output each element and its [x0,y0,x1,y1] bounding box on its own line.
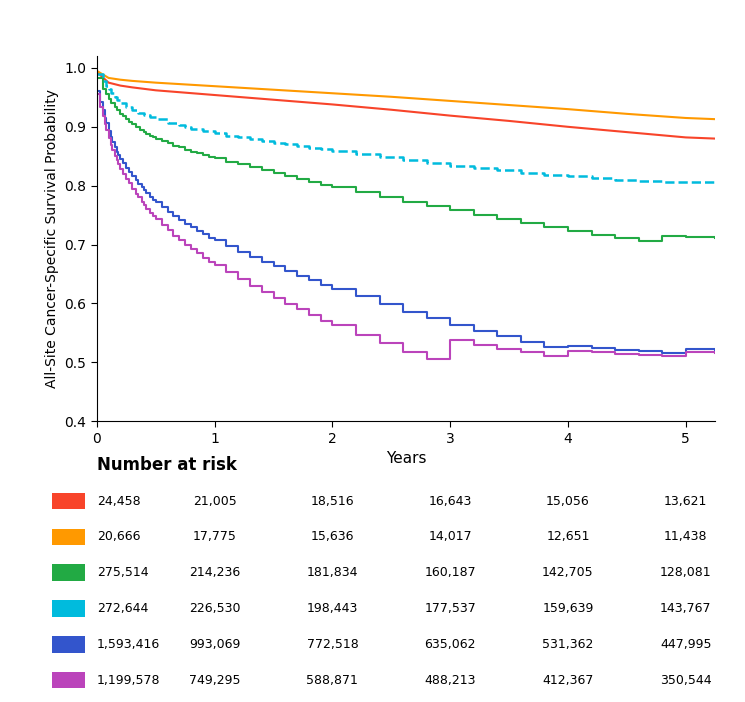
Text: 159,639: 159,639 [542,602,594,615]
Text: 14,017: 14,017 [428,530,472,543]
Text: 16,643: 16,643 [428,494,472,508]
Text: 24,458: 24,458 [97,494,141,508]
Text: 226,530: 226,530 [189,602,241,615]
Text: 181,834: 181,834 [307,566,358,579]
Text: 160,187: 160,187 [425,566,476,579]
Text: 17,775: 17,775 [193,530,237,543]
Text: 12,651: 12,651 [546,530,590,543]
Text: 1,593,416: 1,593,416 [97,637,160,651]
Text: 488,213: 488,213 [425,673,476,687]
Text: 447,995: 447,995 [660,637,711,651]
Text: 15,056: 15,056 [546,494,590,508]
Text: 128,081: 128,081 [660,566,711,579]
Text: 177,537: 177,537 [425,602,476,615]
Text: 350,544: 350,544 [660,673,711,687]
Text: Number at risk: Number at risk [97,456,237,475]
Text: 588,871: 588,871 [306,673,358,687]
Y-axis label: All-Site Cancer-Specific Survival Probability: All-Site Cancer-Specific Survival Probab… [45,89,59,388]
Text: 198,443: 198,443 [307,602,358,615]
FancyBboxPatch shape [52,600,85,617]
Text: 11,438: 11,438 [664,530,708,543]
X-axis label: Years: Years [386,451,426,466]
Text: 993,069: 993,069 [189,637,241,651]
Text: 143,767: 143,767 [660,602,711,615]
Text: 531,362: 531,362 [542,637,594,651]
FancyBboxPatch shape [52,636,85,653]
Text: 749,295: 749,295 [189,673,241,687]
FancyBboxPatch shape [52,564,85,581]
Text: 272,644: 272,644 [97,602,148,615]
Text: 13,621: 13,621 [664,494,708,508]
Text: 1,199,578: 1,199,578 [97,673,160,687]
FancyBboxPatch shape [52,493,85,510]
Text: 142,705: 142,705 [542,566,594,579]
Text: 275,514: 275,514 [97,566,148,579]
Text: 21,005: 21,005 [193,494,236,508]
Text: 18,516: 18,516 [311,494,354,508]
Text: 15,636: 15,636 [311,530,354,543]
FancyBboxPatch shape [52,529,85,545]
Text: 772,518: 772,518 [306,637,358,651]
Text: 412,367: 412,367 [542,673,594,687]
Text: 20,666: 20,666 [97,530,140,543]
Text: 635,062: 635,062 [425,637,476,651]
Text: 214,236: 214,236 [189,566,240,579]
FancyBboxPatch shape [52,672,85,689]
